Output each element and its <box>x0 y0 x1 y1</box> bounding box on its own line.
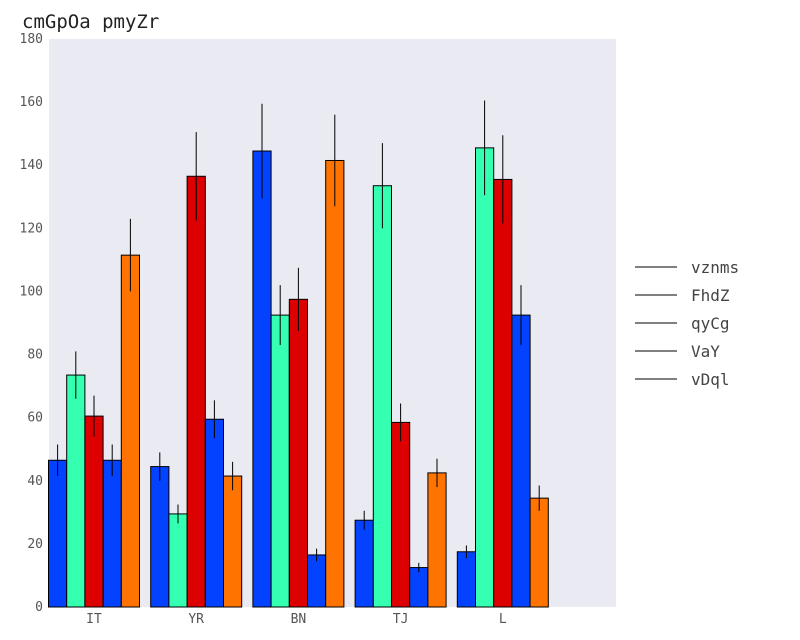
bar <box>307 554 327 608</box>
legend-label: FhdZ <box>691 286 730 305</box>
y-tick-label: 180 <box>20 32 43 47</box>
bar <box>48 459 68 608</box>
legend-label: vDql <box>691 370 730 389</box>
y-tick-label: 60 <box>27 411 43 426</box>
bar <box>372 185 392 608</box>
bar <box>456 551 476 608</box>
legend-label: qyCg <box>691 314 730 333</box>
bar <box>391 421 411 608</box>
bar <box>325 159 345 608</box>
bar <box>288 298 308 608</box>
x-tick-label: YR <box>188 612 204 627</box>
bar <box>270 314 290 608</box>
x-tick-label: BN <box>291 612 307 627</box>
bar <box>84 415 104 608</box>
bar <box>409 567 429 608</box>
bar <box>493 178 513 608</box>
error-bars <box>57 100 540 573</box>
bar <box>204 418 225 608</box>
y-tick-label: 80 <box>27 348 43 363</box>
bar <box>102 459 122 608</box>
bar <box>475 147 495 608</box>
bar <box>511 314 531 608</box>
bar <box>223 475 243 608</box>
y-tick-label: 20 <box>27 537 43 552</box>
y-axis: 0 20 40 60 80 100 120 140 160 180 <box>20 32 43 615</box>
y-tick-label: 40 <box>27 474 43 489</box>
x-tick-label: L <box>499 612 507 627</box>
bar <box>66 374 86 608</box>
bar <box>120 254 141 608</box>
x-axis: IT YR BN TJ L <box>86 612 507 627</box>
legend-label: vznms <box>691 258 739 277</box>
legend-label: VaY <box>691 342 720 361</box>
bar <box>168 513 188 608</box>
y-tick-label: 160 <box>20 95 43 110</box>
bar <box>529 497 549 608</box>
bar <box>252 150 272 608</box>
bar <box>427 472 447 608</box>
y-tick-label: 140 <box>20 158 43 173</box>
x-tick-label: TJ <box>393 612 409 627</box>
bar <box>186 175 206 608</box>
y-tick-label: 0 <box>35 600 43 615</box>
x-tick-label: IT <box>86 612 102 627</box>
chart-title: cmGpOa pmyZr <box>22 11 159 33</box>
bar <box>150 466 170 608</box>
y-tick-label: 120 <box>20 221 43 236</box>
bar <box>354 519 374 608</box>
y-tick-label: 100 <box>20 284 43 299</box>
legend: vznms FhdZ qyCg VaY vDql <box>635 258 739 389</box>
